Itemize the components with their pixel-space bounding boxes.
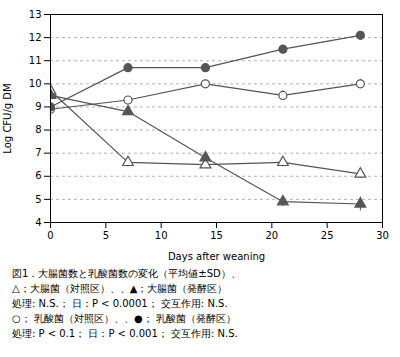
svg-text:25: 25 bbox=[321, 230, 334, 241]
svg-text:6: 6 bbox=[35, 170, 41, 181]
svg-text:8: 8 bbox=[35, 124, 41, 135]
svg-text:Days after weaning: Days after weaning bbox=[168, 251, 265, 262]
svg-text:7: 7 bbox=[35, 147, 41, 158]
svg-text:10: 10 bbox=[29, 78, 42, 89]
svg-text:12: 12 bbox=[29, 32, 42, 43]
svg-text:30: 30 bbox=[376, 230, 389, 241]
svg-text:Log CFU/g DM: Log CFU/g DM bbox=[2, 83, 13, 153]
svg-text:15: 15 bbox=[210, 230, 223, 241]
svg-text:11: 11 bbox=[29, 55, 42, 66]
html-text:処理: N.S.； 日：P < 0.0001； 交互作用:: 処理: N.S.； 日：P < 0.0001； 交互作用: N.S. bbox=[12, 298, 228, 309]
html-text:図1．大腸菌数と乳酸菌数の変化（平均値±SD）、: 図1．大腸菌数と乳酸菌数の変化（平均値±SD）、 bbox=[12, 268, 241, 279]
svg-text:10: 10 bbox=[155, 230, 168, 241]
html-text:△；大腸菌（対照区）、、▲；大腸菌（発酵区）: △；大腸菌（対照区）、、▲；大腸菌（発酵区） bbox=[12, 283, 228, 294]
svg-text:13: 13 bbox=[29, 9, 42, 20]
svg-text:5: 5 bbox=[35, 194, 41, 205]
svg-text:4: 4 bbox=[35, 217, 41, 228]
svg-text:0: 0 bbox=[47, 230, 53, 241]
svg-text:20: 20 bbox=[265, 230, 278, 241]
svg-text:9: 9 bbox=[35, 101, 41, 112]
html-text:○； 乳酸菌（対照区）、、●； 乳酸菌（発酵区）: ○； 乳酸菌（対照区）、、●； 乳酸菌（発酵区） bbox=[12, 313, 236, 324]
html-text:処理: P < 0.1； 日：P < 0.001； 交互作用: 処理: P < 0.1； 日：P < 0.001； 交互作用: N.S. bbox=[12, 328, 238, 339]
svg-text:5: 5 bbox=[103, 230, 109, 241]
